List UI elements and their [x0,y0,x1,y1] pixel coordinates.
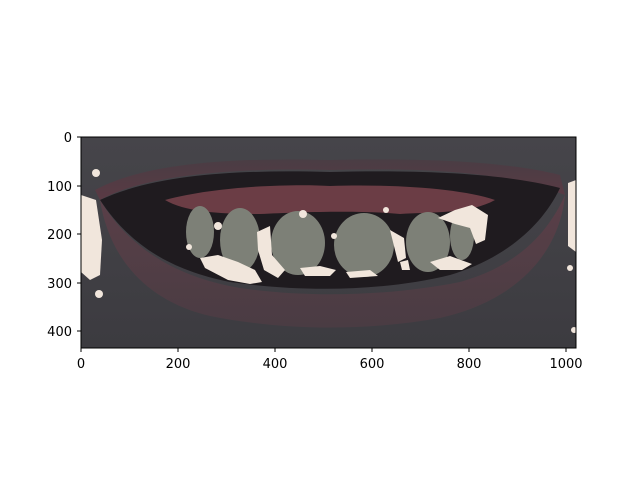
y-ticks [77,136,81,332]
y-tick-label: 400 [47,325,72,340]
y-tick-label: 100 [47,180,72,195]
y-tick-label: 0 [64,131,72,146]
x-tick-label: 800 [457,357,482,372]
y-tick-label: 200 [47,228,72,243]
y-tick-label: 300 [47,277,72,292]
photo [81,137,576,348]
x-tick-label: 600 [360,357,385,372]
x-tick-label: 400 [263,357,288,372]
x-ticks [80,348,567,352]
axes-frame [80,136,577,349]
x-tick-label: 0 [77,357,85,372]
x-tick-labels: 0 200 400 600 800 1000 [77,357,583,372]
y-tick-labels: 0 100 200 300 400 [47,131,72,340]
x-tick-label: 1000 [549,357,582,372]
highlight-regions [81,169,576,333]
x-tick-label: 200 [166,357,191,372]
teeth-overlay [186,206,474,277]
